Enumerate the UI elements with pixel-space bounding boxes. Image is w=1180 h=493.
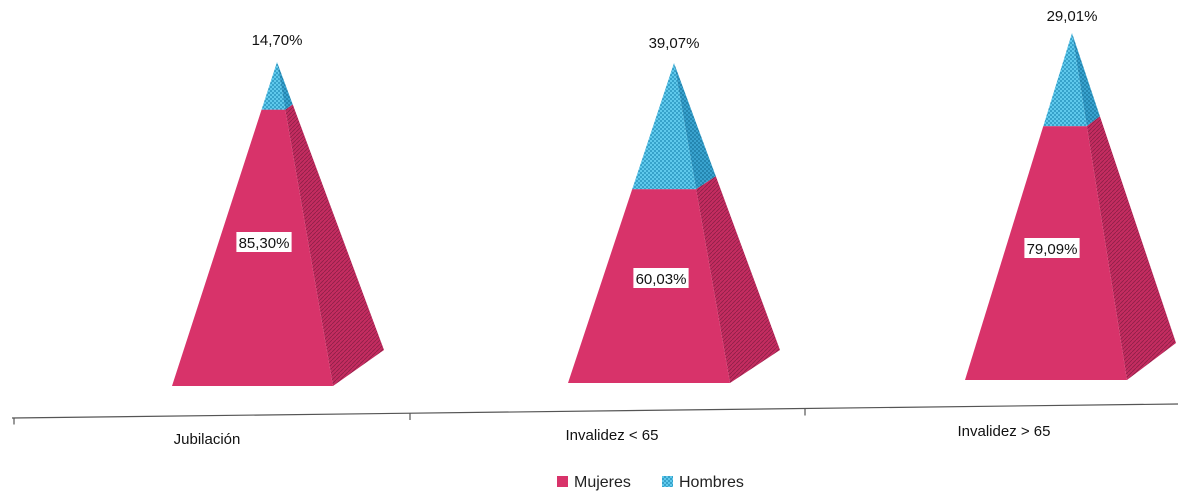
hombres-side-invalidez-65 [1072, 33, 1100, 127]
mujeres-side-jubilaci-n [285, 104, 384, 386]
x-tick-label-invalidez-65: Invalidez < 65 [566, 427, 659, 444]
mujeres-label-box-invalidez-65 [633, 268, 689, 288]
hombres-side-jubilaci-n [277, 62, 293, 110]
x-axis-line [11, 403, 1179, 419]
mujeres-side-invalidez-65 [696, 176, 780, 383]
legend-label-mujeres: Mujeres [574, 474, 631, 491]
hombres-bar-invalidez-65 [1043, 33, 1087, 127]
hombres-side-invalidez-65 [674, 63, 716, 190]
x-tick-label-jubilaci-n: Jubilación [174, 431, 241, 448]
mujeres-label-invalidez-65: 79,09% [1027, 241, 1078, 258]
hombres-label-jubilaci-n: 14,70% [252, 32, 303, 49]
legend-swatch-hombres [662, 476, 673, 487]
hombres-bar-jubilaci-n [261, 62, 286, 110]
legend-label-hombres: Hombres [679, 474, 744, 491]
legend-swatch-mujeres [557, 476, 568, 487]
mujeres-label-box-invalidez-65 [1024, 238, 1080, 258]
hombres-label-invalidez-65: 39,07% [649, 35, 700, 52]
mujeres-label-box-jubilaci-n [236, 232, 292, 252]
hombres-label-invalidez-65: 29,01% [1047, 8, 1098, 25]
mujeres-side-invalidez-65 [1086, 116, 1176, 380]
mujeres-label-invalidez-65: 60,03% [636, 271, 687, 288]
x-tick-label-invalidez-65: Invalidez > 65 [958, 423, 1051, 440]
mujeres-label-jubilaci-n: 85,30% [239, 235, 290, 252]
hombres-bar-invalidez-65 [632, 63, 697, 190]
